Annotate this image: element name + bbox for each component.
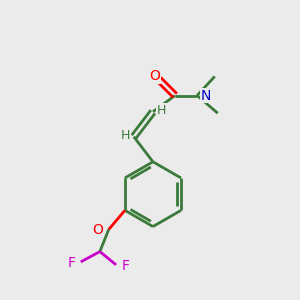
Text: H: H [121, 129, 130, 142]
Text: H: H [157, 104, 166, 117]
Text: O: O [92, 223, 104, 236]
Text: O: O [149, 69, 160, 83]
Text: N: N [201, 88, 211, 103]
Text: F: F [122, 259, 129, 273]
Text: F: F [68, 256, 75, 270]
